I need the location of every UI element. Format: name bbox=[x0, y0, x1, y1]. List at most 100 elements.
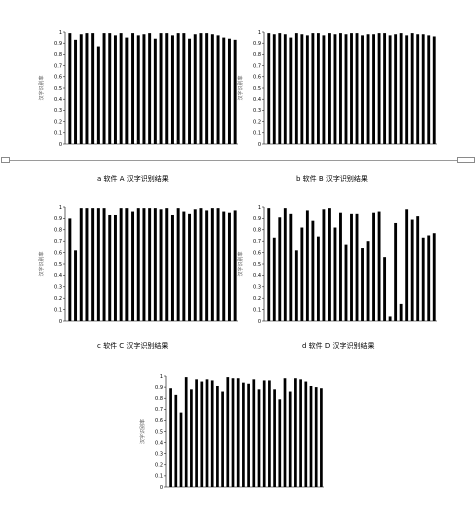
bar bbox=[278, 33, 282, 145]
bar bbox=[199, 33, 203, 145]
bar bbox=[309, 385, 313, 487]
bar bbox=[339, 33, 342, 145]
bar bbox=[366, 34, 370, 144]
bar bbox=[182, 33, 186, 145]
bar bbox=[333, 227, 337, 321]
bar bbox=[372, 212, 375, 321]
bar bbox=[96, 46, 100, 144]
bar bbox=[199, 208, 203, 321]
bar bbox=[294, 33, 298, 145]
chart-b: 汉字识别率 0 0.1 0.2 0.3 0.4 0.5 0.6 0.7 0.8 0.9 1 bbox=[237, 30, 437, 148]
y-tick-label: 0.8 bbox=[54, 228, 62, 234]
bar bbox=[377, 211, 381, 321]
bar bbox=[108, 33, 112, 145]
bar bbox=[366, 241, 370, 321]
bar bbox=[142, 208, 146, 321]
y-tick-label: 0.6 bbox=[253, 250, 261, 256]
bar bbox=[294, 250, 298, 321]
y-tick-label: 0.9 bbox=[253, 216, 261, 222]
bar bbox=[322, 209, 326, 321]
bar bbox=[242, 382, 245, 487]
bar bbox=[227, 212, 231, 321]
bar bbox=[184, 377, 188, 487]
bar bbox=[405, 35, 409, 144]
bar bbox=[200, 381, 204, 487]
y-tick-label: 0.5 bbox=[155, 429, 163, 435]
chart-d: 汉字识别率 0 0.1 0.2 0.3 0.4 0.5 0.6 0.7 0.8 0.9 1 bbox=[237, 205, 437, 325]
y-tick-label: 0 bbox=[59, 142, 62, 148]
bar bbox=[288, 391, 292, 487]
bar bbox=[222, 37, 226, 144]
y-tick-label: 0.6 bbox=[253, 75, 261, 81]
bar bbox=[405, 209, 409, 321]
y-tick-label: 0.3 bbox=[54, 108, 62, 114]
bar bbox=[153, 208, 157, 321]
bar bbox=[136, 208, 140, 321]
y-tick-label: 0.1 bbox=[253, 131, 261, 137]
bar bbox=[102, 33, 106, 145]
bar bbox=[79, 34, 83, 144]
bar bbox=[227, 38, 231, 144]
bar bbox=[328, 33, 331, 145]
page-break-handle-left[interactable] bbox=[1, 157, 10, 163]
bar bbox=[283, 34, 287, 144]
bar bbox=[399, 33, 403, 145]
bar bbox=[190, 389, 193, 487]
y-tick-label: 0.2 bbox=[54, 296, 62, 302]
bar bbox=[205, 379, 209, 487]
y-axis-label: 汉字识别率 bbox=[38, 75, 45, 100]
bar bbox=[328, 208, 331, 321]
bar bbox=[355, 33, 359, 145]
bar bbox=[159, 33, 163, 145]
y-tick-label: 0.7 bbox=[253, 239, 261, 245]
bar bbox=[236, 378, 240, 487]
bar bbox=[350, 213, 353, 321]
page-break-handle-right[interactable] bbox=[457, 157, 475, 163]
bar bbox=[148, 208, 152, 321]
bar bbox=[231, 378, 235, 487]
y-axis-label: 汉字识别率 bbox=[237, 251, 244, 276]
y-tick-label: 0.4 bbox=[54, 97, 62, 103]
bar bbox=[289, 37, 293, 144]
bar bbox=[222, 211, 226, 321]
bar bbox=[113, 35, 117, 144]
y-tick-label: 0.2 bbox=[253, 119, 261, 125]
bar bbox=[410, 33, 414, 145]
bar bbox=[320, 388, 323, 487]
bar bbox=[193, 209, 197, 321]
bar bbox=[165, 33, 169, 145]
bar bbox=[205, 33, 209, 145]
bar bbox=[142, 34, 146, 144]
bar bbox=[377, 33, 381, 145]
bar bbox=[394, 34, 398, 144]
bar bbox=[96, 208, 100, 321]
y-tick-label: 0.8 bbox=[253, 52, 261, 58]
bar bbox=[388, 35, 392, 144]
bar bbox=[68, 33, 72, 145]
bar bbox=[165, 208, 169, 321]
bar bbox=[252, 379, 256, 487]
y-tick-label: 0.9 bbox=[253, 41, 261, 47]
bar bbox=[79, 208, 83, 321]
bar bbox=[361, 248, 364, 321]
bar bbox=[273, 389, 276, 487]
bar bbox=[311, 220, 315, 321]
bar bbox=[410, 219, 414, 321]
y-tick-label: 0.1 bbox=[253, 307, 261, 313]
caption-d: d 软件 D 汉字识别结果 bbox=[302, 342, 375, 350]
bar bbox=[125, 37, 129, 144]
y-tick-label: 0.8 bbox=[155, 396, 163, 402]
y-tick-label: 0.5 bbox=[253, 262, 261, 268]
bar bbox=[361, 35, 364, 144]
bar bbox=[85, 33, 89, 145]
bar bbox=[416, 216, 420, 321]
bar bbox=[383, 257, 387, 321]
bar bbox=[174, 394, 178, 487]
y-tick-label: 1 bbox=[59, 30, 62, 36]
bar bbox=[432, 36, 436, 145]
bar bbox=[305, 35, 309, 144]
y-tick-label: 0 bbox=[258, 142, 261, 148]
chart-a: 汉字识别率 0 0.1 0.2 0.3 0.4 0.5 0.6 0.7 0.8 0.9 1 bbox=[38, 30, 238, 148]
bar bbox=[125, 208, 129, 321]
bar bbox=[170, 35, 174, 144]
